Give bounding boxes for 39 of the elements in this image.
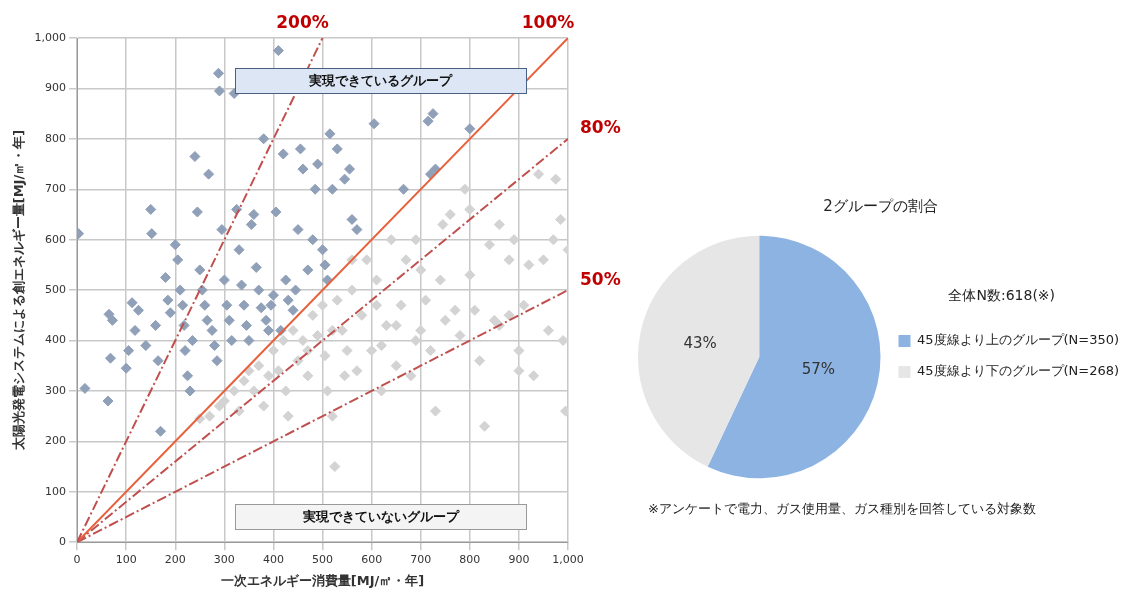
- x-tick-label: 800: [459, 552, 481, 566]
- y-tick-label: 300: [45, 383, 67, 397]
- y-tick-label: 400: [45, 333, 67, 347]
- y-tick-label: 800: [45, 131, 67, 145]
- caption-box: 実現できているグループ: [234, 68, 527, 94]
- y-tick-label: 900: [45, 81, 67, 95]
- x-tick-label: 900: [508, 552, 530, 566]
- x-tick-label: 100: [115, 552, 137, 566]
- series-label: 80%: [580, 117, 621, 138]
- legend-label: 45度線より上のグループ(N=350): [917, 332, 1120, 348]
- data-label: 57%: [801, 360, 836, 379]
- y-tick-label: 700: [45, 182, 67, 196]
- y-tick-label: 1,000: [34, 30, 67, 44]
- x-tick-label: 200: [164, 552, 186, 566]
- text: ※アンケートで電力、ガス使用量、ガス種別を回答している対象数: [648, 500, 1037, 518]
- x-tick-label: 400: [262, 552, 284, 566]
- x-axis-title: 一次エネルギー消費量[MJ/㎡・年]: [220, 572, 425, 588]
- x-tick-label: 700: [410, 552, 432, 566]
- y-tick-label: 100: [45, 484, 67, 498]
- y-tick-label: 200: [45, 434, 67, 448]
- y-tick-label: 500: [45, 282, 67, 296]
- chart-title: 2グループの割合: [823, 196, 938, 215]
- y-tick-label: 0: [59, 535, 67, 549]
- legend-title: 全体N数:618(※): [948, 287, 1056, 304]
- legend-label: 45度線より下のグループ(N=268): [917, 363, 1120, 379]
- data-label: 43%: [683, 333, 717, 352]
- x-tick-label: 0: [73, 552, 81, 566]
- annotation: 実現できていないグループ: [302, 508, 459, 526]
- x-tick-label: 300: [213, 552, 235, 566]
- y-axis-title: 太陽光発電システムによる創エネルギー量[MJ/㎡・年]: [11, 129, 27, 452]
- series-label: 100%: [521, 11, 575, 32]
- series-label: 50%: [580, 268, 621, 289]
- annotation: 実現できているグループ: [309, 72, 453, 90]
- x-tick-label: 600: [361, 552, 383, 566]
- series-label: 200%: [276, 11, 329, 32]
- x-tick-label: 500: [312, 552, 334, 566]
- caption-box: 実現できていないグループ: [234, 504, 527, 530]
- y-tick-label: 600: [45, 232, 67, 246]
- x-tick-label: 1,000: [552, 552, 584, 566]
